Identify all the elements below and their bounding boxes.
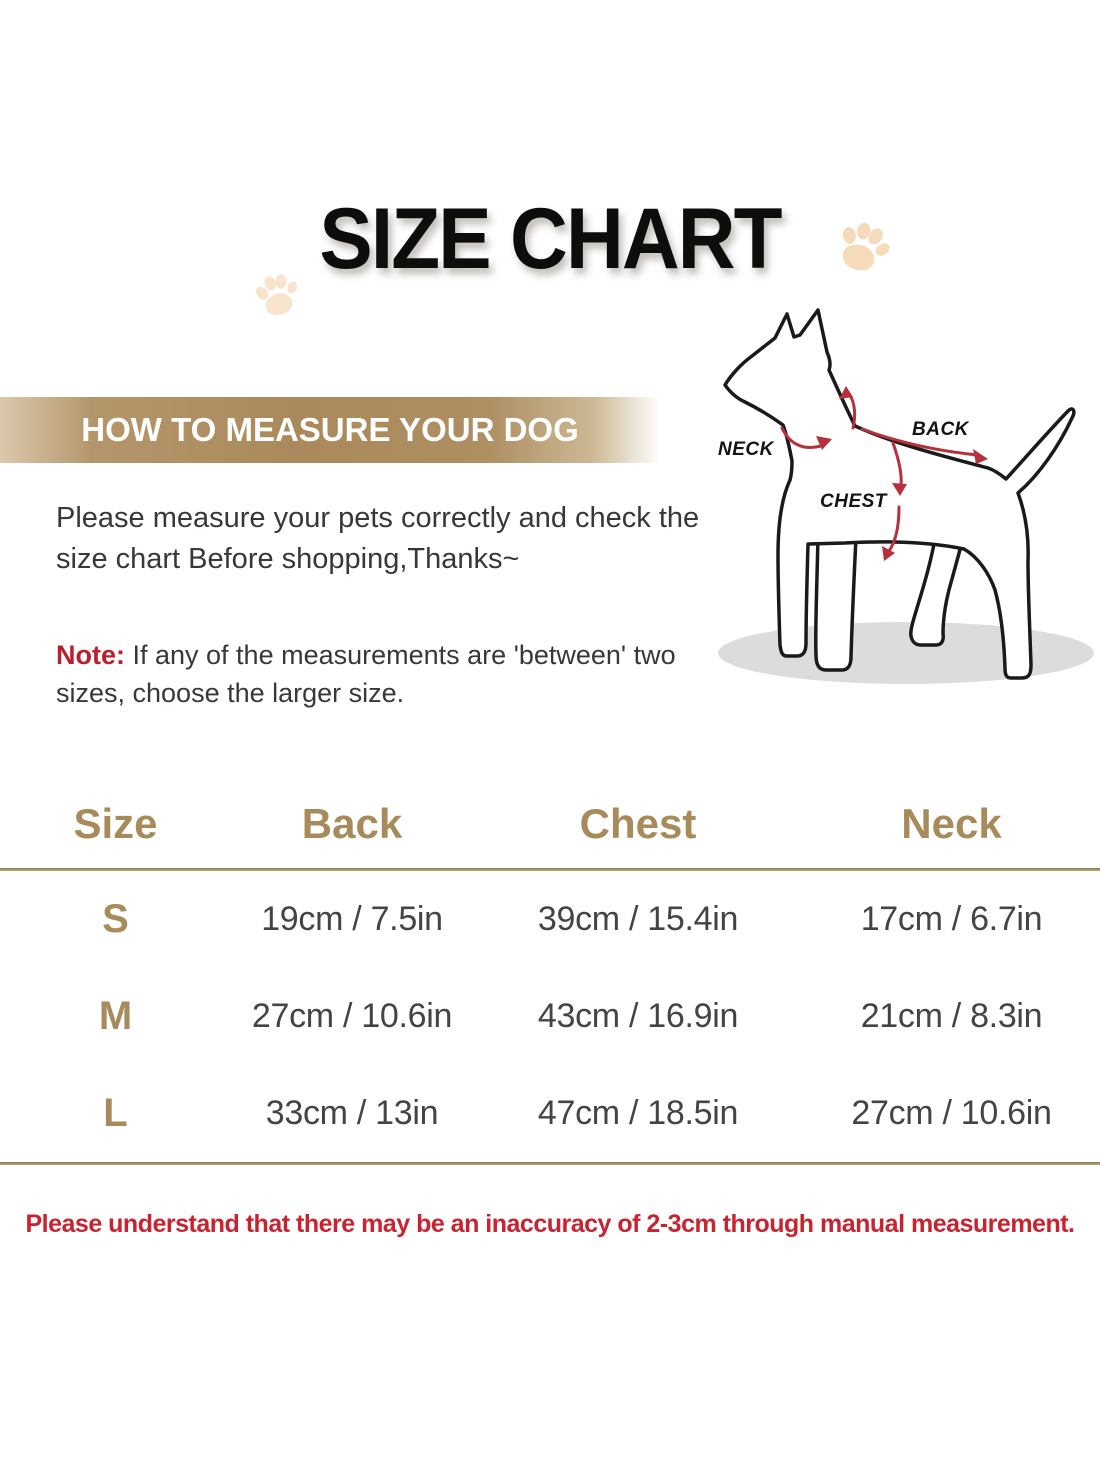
disclaimer-text: Please understand that there may be an i… (25, 1210, 1075, 1238)
note-label: Note: (56, 640, 125, 670)
back-measure-arrow (860, 427, 979, 457)
paw-print-icon (842, 222, 890, 271)
col-header-back: Back (301, 800, 403, 847)
neck-arrowhead-icon (816, 436, 832, 450)
dog-far-rear-leg (909, 531, 965, 647)
col-header-neck: Neck (901, 800, 1002, 847)
paw-print-icon (255, 274, 298, 316)
chest-cell: 39cm / 15.4in (537, 900, 739, 938)
col-header-size: Size (73, 800, 158, 847)
chest-cell: 43cm / 16.9in (537, 997, 739, 1035)
measure-heading: HOW TO MEASURE YOUR DOG (81, 411, 579, 448)
table-row: S 19cm / 7.5in 39cm / 15.4in 17cm / 6.7i… (0, 871, 1100, 968)
note-text: Note: If any of the measurements are 'be… (56, 636, 736, 713)
intro-text: Please measure your pets correctly and c… (56, 502, 700, 576)
chest-label: CHEST (820, 491, 888, 512)
neck-label: NECK (718, 439, 775, 460)
page-title: SIZE CHART (319, 191, 782, 287)
back-label: BACK (912, 419, 970, 440)
chest-measure-arrow-lower (887, 505, 901, 553)
col-header-chest: Chest (579, 800, 697, 847)
size-cell: L (103, 1091, 128, 1135)
neck-top-arrowhead-icon (839, 386, 853, 399)
back-cell: 19cm / 7.5in (261, 900, 443, 938)
dog-shadow (718, 622, 1094, 684)
size-table-header: Size Back Chest Neck (0, 780, 1100, 868)
neck-measure-arrow (780, 426, 823, 449)
chest-measure-arrow (891, 441, 903, 487)
chest-lower-arrowhead-icon (882, 546, 895, 561)
note-body: If any of the measurements are 'between'… (56, 640, 676, 709)
back-arrowhead-icon (973, 449, 988, 464)
back-cell: 27cm / 10.6in (251, 997, 453, 1035)
chest-cell: 47cm / 18.5in (537, 1094, 739, 1132)
table-top-rule (0, 868, 1100, 871)
neck-cell: 21cm / 8.3in (860, 997, 1043, 1035)
table-row: M 27cm / 10.6in 43cm / 16.9in 21cm / 8.3… (0, 968, 1100, 1065)
table-bottom-rule (0, 1162, 1100, 1165)
table-row: L 33cm / 13in 47cm / 18.5in 27cm / 10.6i… (0, 1065, 1100, 1162)
size-cell: M (98, 994, 133, 1038)
size-table: Size Back Chest Neck S 19cm / 7.5in 39cm… (0, 780, 1100, 1165)
back-cell: 33cm / 13in (265, 1094, 439, 1132)
neck-cell: 27cm / 10.6in (851, 1094, 1052, 1132)
size-cell: S (102, 897, 129, 941)
dog-far-front-leg (813, 533, 858, 672)
dog-measurement-diagram: NECK BACK CHEST (718, 308, 1094, 684)
measure-banner: HOW TO MEASURE YOUR DOG (0, 397, 660, 463)
neck-cell: 17cm / 6.7in (860, 900, 1043, 938)
chest-arrowhead-icon (892, 483, 907, 496)
